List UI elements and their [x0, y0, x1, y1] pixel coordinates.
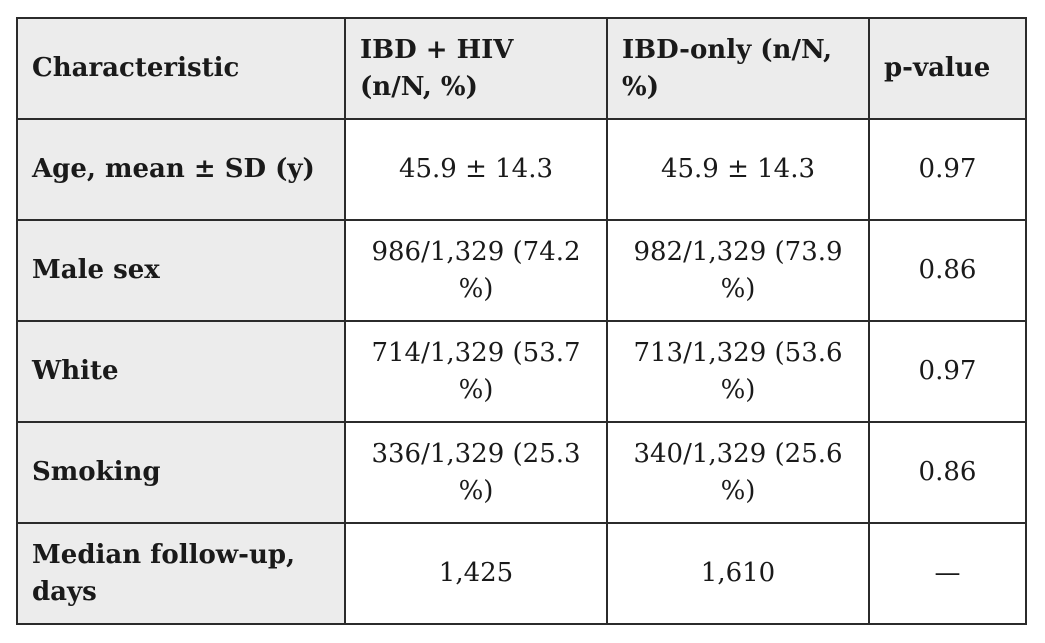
table-row: White 714/1,329 (53.7 %) 713/1,329 (53.6… [16, 320, 1027, 423]
row-label-follow-up: Median follow-up, days [16, 522, 346, 625]
cell-smoking-p-value: 0.86 [868, 421, 1027, 524]
cell-age-ibd-only: 45.9 ± 14.3 [606, 118, 870, 221]
table-header-row: Characteristic IBD + HIV (n/N, %) IBD-on… [16, 17, 1027, 120]
cell-follow-up-ibd-hiv: 1,425 [344, 522, 608, 625]
cell-age-p-value: 0.97 [868, 118, 1027, 221]
cell-white-ibd-hiv: 714/1,329 (53.7 %) [344, 320, 608, 423]
header-characteristic: Characteristic [16, 17, 346, 120]
cell-male-ibd-only: 982/1,329 (73.9 %) [606, 219, 870, 322]
header-ibd-only: IBD-only (n/N, %) [606, 17, 870, 120]
row-label-white: White [16, 320, 346, 423]
cell-white-p-value: 0.97 [868, 320, 1027, 423]
cell-smoking-ibd-only: 340/1,329 (25.6 %) [606, 421, 870, 524]
characteristics-table: Characteristic IBD + HIV (n/N, %) IBD-on… [16, 17, 1027, 625]
row-label-male-sex: Male sex [16, 219, 346, 322]
cell-smoking-ibd-hiv: 336/1,329 (25.3 %) [344, 421, 608, 524]
row-label-smoking: Smoking [16, 421, 346, 524]
cell-follow-up-ibd-only: 1,610 [606, 522, 870, 625]
cell-male-ibd-hiv: 986/1,329 (74.2 %) [344, 219, 608, 322]
table-row: Age, mean ± SD (y) 45.9 ± 14.3 45.9 ± 14… [16, 118, 1027, 221]
cell-white-ibd-only: 713/1,329 (53.6 %) [606, 320, 870, 423]
row-label-age: Age, mean ± SD (y) [16, 118, 346, 221]
cell-follow-up-p-value: — [868, 522, 1027, 625]
cell-male-p-value: 0.86 [868, 219, 1027, 322]
cell-age-ibd-hiv: 45.9 ± 14.3 [344, 118, 608, 221]
header-ibd-hiv: IBD + HIV (n/N, %) [344, 17, 608, 120]
table-row: Smoking 336/1,329 (25.3 %) 340/1,329 (25… [16, 421, 1027, 524]
header-p-value: p-value [868, 17, 1027, 120]
table-row: Median follow-up, days 1,425 1,610 — [16, 522, 1027, 625]
table-row: Male sex 986/1,329 (74.2 %) 982/1,329 (7… [16, 219, 1027, 322]
